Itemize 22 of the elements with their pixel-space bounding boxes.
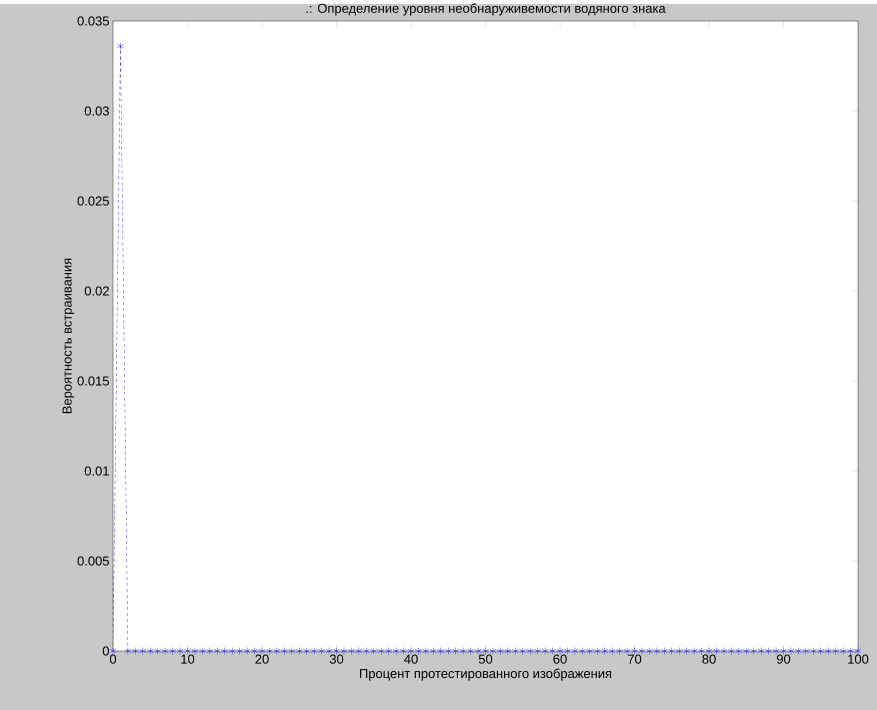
y-tick-label: 0.01 [84, 466, 109, 476]
x-tick-label: 40 [404, 654, 418, 664]
x-tick-label: 70 [628, 654, 642, 664]
chart-title: .: Определение уровня необнаруживемости водяного знака [306, 3, 666, 16]
y-tick-label: 0.02 [84, 286, 109, 296]
x-tick-label: 90 [776, 654, 790, 664]
x-axis-title: Процент протестированного изображения [360, 668, 612, 681]
x-tick-label: 50 [478, 654, 492, 664]
y-tick-label: 0.03 [84, 106, 109, 116]
y-tick-label: 0 [102, 646, 109, 656]
y-axis-title: Вероятность встраивания [62, 258, 74, 414]
x-tick-label: 20 [255, 654, 269, 664]
y-tick-label: 0.025 [78, 196, 109, 206]
y-tick-label: 0.015 [78, 376, 109, 386]
x-tick-label: 80 [702, 654, 716, 664]
y-tick-label: 0.005 [78, 556, 109, 566]
x-tick-label: 60 [553, 654, 567, 664]
x-tick-label: 30 [330, 654, 344, 664]
y-tick-label: 0.035 [78, 16, 109, 26]
x-tick-label: 100 [848, 654, 868, 664]
x-tick-label: 10 [181, 654, 194, 664]
x-tick-label: 0 [110, 654, 116, 664]
